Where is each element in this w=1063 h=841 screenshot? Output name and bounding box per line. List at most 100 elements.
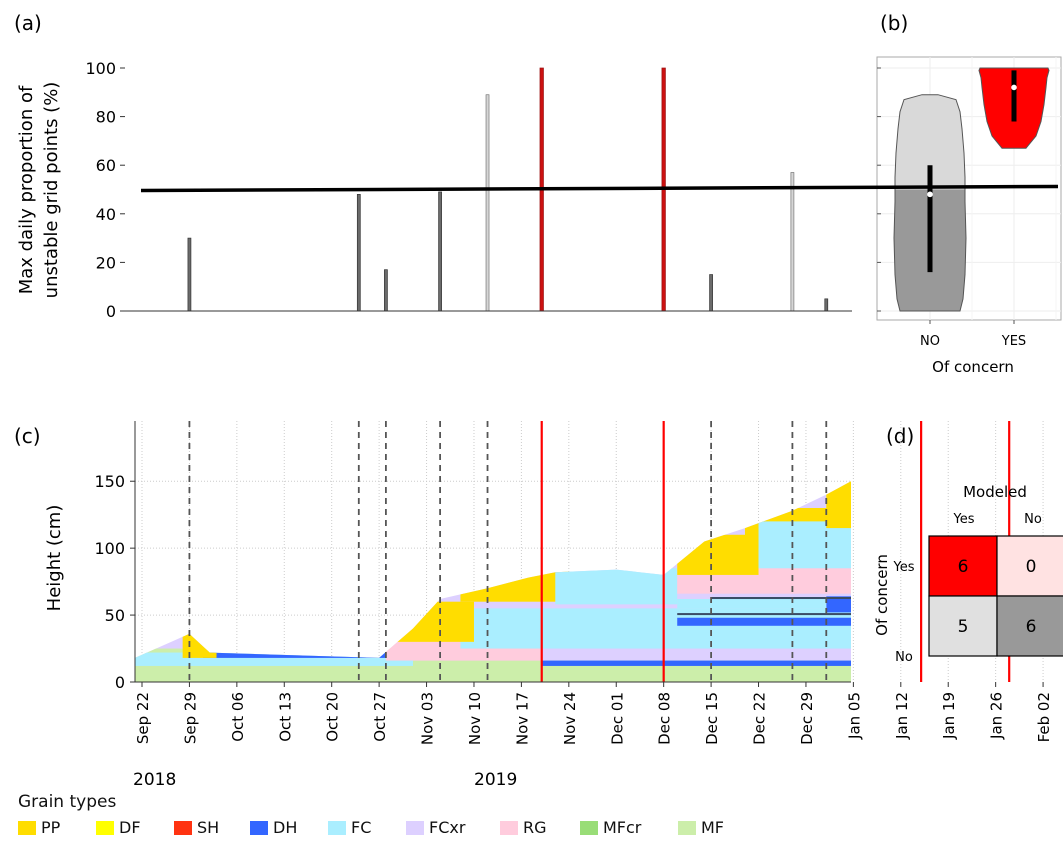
panel-a-ylabel-line1: Max daily proportion of [16, 85, 37, 294]
panel-a-bar [438, 191, 442, 312]
panel-c-layer-fc [460, 608, 851, 649]
panel-label-a: (a) [14, 11, 42, 35]
legend-swatch [250, 820, 268, 835]
panel-label-b: (b) [880, 11, 908, 35]
panel-c-xtick-label: Dec 15 [703, 692, 721, 745]
panel-a-ylabel-line2: unstable grid points (%) [41, 82, 62, 299]
legend-label: MFcr [603, 818, 642, 837]
panel-b-violin-chart: NO YES Of concern [876, 56, 1062, 376]
panel-a-ytick-label: 20 [96, 253, 116, 272]
legend-item-rg: RG [500, 818, 580, 837]
panel-c-xtick-label: Oct 20 [324, 692, 342, 742]
legend-item-fc: FC [328, 818, 406, 837]
panel-d-row-yes: Yes [893, 560, 915, 575]
panel-c-xtick-label: Jan 05 [845, 692, 863, 740]
panel-c-xtick-label: Nov 24 [561, 692, 579, 745]
panel-a-bar [824, 298, 829, 312]
legend-label: MF [701, 818, 725, 837]
panel-c-xtick-label: Jan 26 [988, 692, 1006, 740]
panel-a-ytick-label: 60 [96, 156, 116, 175]
panel-c-layer-fc [135, 652, 413, 666]
panel-c-xtick-label: Oct 13 [276, 692, 294, 742]
panel-d-cell-value: 6 [958, 557, 969, 577]
panel-c-grain-layers [135, 431, 851, 682]
legend-item-dh: DH [250, 818, 328, 837]
panel-a-bar [485, 94, 490, 312]
legend-item-sh: SH [174, 818, 250, 837]
panel-c-dark-layer [711, 597, 851, 600]
legend-item-mf: MF [678, 818, 758, 837]
panel-c-layer-pp [182, 628, 217, 658]
panel-d-cell-value: 6 [1026, 617, 1037, 637]
panel-c-xtick-label: Dec 01 [608, 692, 626, 745]
panel-c-layer-dh [826, 596, 851, 613]
panel-a-bar [384, 269, 388, 312]
panel-c-layer-dh [541, 660, 851, 666]
panel-c-xtick-label: Nov 17 [513, 692, 531, 745]
panel-c-xtick-label: Dec 29 [798, 692, 816, 745]
legend-label: RG [523, 818, 547, 837]
panel-c-xtick-label: Dec 08 [656, 692, 674, 745]
legend-swatch [18, 820, 36, 835]
panel-d-confusion-table: Modeled Yes No Of concern Yes No 6 0 5 6 [873, 483, 1063, 665]
panel-c-xtick-label: Feb 02 [1035, 692, 1053, 742]
panel-c-year-2018: 2018 [133, 770, 176, 790]
panel-label-d: (d) [886, 424, 914, 448]
legend-label: FC [351, 818, 372, 837]
figure: (a) (b) (c) (d) Max daily proportion of … [14, 11, 1063, 790]
panel-c-xtick-label: Oct 27 [371, 692, 389, 742]
panel-c-year-2019: 2019 [474, 770, 517, 790]
legend-swatch [500, 820, 518, 835]
legend-title: Grain types [18, 792, 117, 812]
panel-a-ytick-label: 40 [96, 205, 116, 224]
legend-label: PP [41, 818, 61, 837]
panel-b-violin-no-outline [893, 94, 967, 312]
panel-c-xtick-label: Sep 22 [134, 692, 152, 744]
legend-swatch [96, 820, 114, 835]
panel-c-layer-fc [555, 568, 678, 605]
panel-d-col-yes: Yes [953, 512, 975, 527]
panel-c-layer-pp [460, 568, 569, 602]
legend-item-pp: PP [18, 818, 96, 837]
legend-label: FCxr [429, 818, 466, 837]
panel-label-c: (c) [14, 424, 41, 448]
legend-items: PP DF SH DH FC FCxr RG MFcr MF [18, 818, 758, 837]
grain-type-legend: Grain types PP DF SH DH FC FCxr RG MFcr MF [18, 792, 758, 837]
panel-c-xtick-label: Nov 03 [419, 692, 437, 745]
panel-b-xtick-yes: YES [1001, 334, 1026, 349]
panel-c-layer-pp [385, 601, 474, 642]
panel-b-violin-no-upper [895, 94, 965, 190]
panel-c-layer-fc [758, 521, 851, 569]
panel-c-ytick-label: 100 [94, 539, 125, 558]
panel-b-xlabel: Of concern [932, 358, 1014, 376]
panel-c-layer-mf [413, 660, 851, 682]
panel-d-cell-value: 0 [1026, 557, 1037, 577]
legend-item-fcxr: FCxr [406, 818, 500, 837]
panel-b-xtick-no: NO [920, 334, 940, 349]
panel-d-col-no: No [1024, 512, 1042, 527]
legend-label: SH [197, 818, 220, 837]
panel-c-ytick-label: 150 [94, 472, 125, 491]
panel-c-xtick-label: Oct 06 [229, 692, 247, 742]
panel-d-cell [996, 595, 1063, 657]
panel-c-layer-fc [677, 599, 827, 609]
panel-a-bar [356, 194, 361, 312]
panel-a-bar [187, 237, 192, 312]
panel-d-row-title: Of concern [873, 554, 891, 636]
panel-d-cells: 6 0 5 6 [928, 535, 1063, 657]
panel-d-cell-value: 5 [958, 617, 969, 637]
legend-swatch [678, 820, 696, 835]
legend-label: DF [119, 818, 141, 837]
panel-a-bar [790, 172, 795, 312]
panel-d-title: Modeled [963, 483, 1027, 501]
panel-b-median-yes [1011, 84, 1017, 91]
panel-c-layer-pp [826, 481, 851, 529]
panel-c-xtick-label: Jan 19 [940, 692, 958, 740]
legend-swatch [328, 820, 346, 835]
panel-c-layer-dh [677, 617, 851, 626]
panel-c-xtick-label: Sep 29 [181, 692, 199, 744]
legend-item-mfcr: MFcr [580, 818, 678, 837]
legend-swatch [406, 820, 424, 835]
panel-a-ytick-label: 80 [96, 108, 116, 127]
